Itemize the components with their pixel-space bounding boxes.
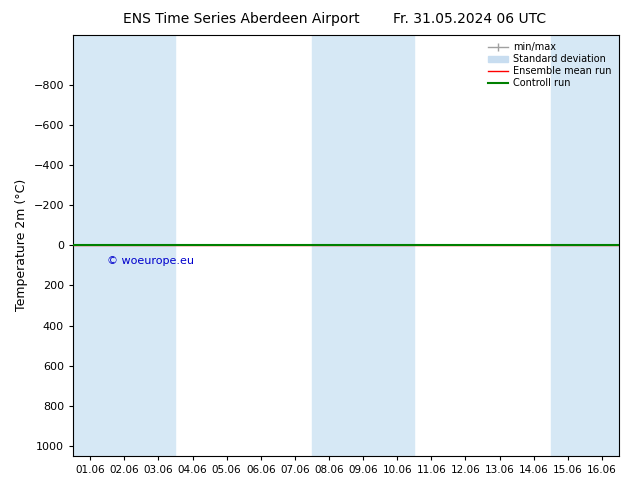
Bar xyxy=(551,35,619,456)
Text: ENS Time Series Aberdeen Airport: ENS Time Series Aberdeen Airport xyxy=(122,12,359,26)
Text: © woeurope.eu: © woeurope.eu xyxy=(107,256,194,267)
Bar xyxy=(312,35,414,456)
Legend: min/max, Standard deviation, Ensemble mean run, Controll run: min/max, Standard deviation, Ensemble me… xyxy=(486,40,614,91)
Text: Fr. 31.05.2024 06 UTC: Fr. 31.05.2024 06 UTC xyxy=(392,12,546,26)
Y-axis label: Temperature 2m (°C): Temperature 2m (°C) xyxy=(15,179,28,312)
Bar xyxy=(73,35,176,456)
